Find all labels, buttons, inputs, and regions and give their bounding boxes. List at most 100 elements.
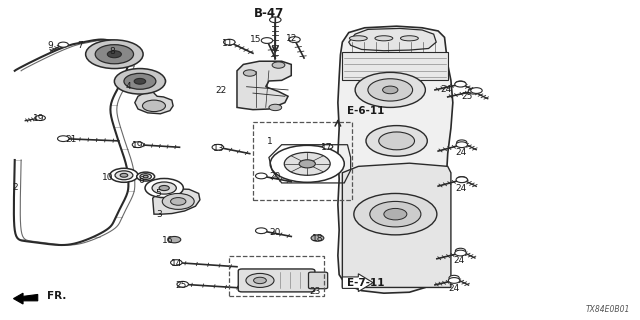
Text: 8: 8 [109,47,115,56]
Circle shape [115,68,166,94]
Circle shape [299,160,316,168]
Text: 20: 20 [269,228,281,237]
Circle shape [134,78,146,84]
Circle shape [86,40,143,68]
Circle shape [163,194,194,209]
Text: 7: 7 [77,41,83,50]
Circle shape [384,208,407,220]
Circle shape [143,175,148,178]
Ellipse shape [401,36,419,41]
Circle shape [284,152,330,175]
Text: 24: 24 [449,284,460,292]
Circle shape [58,136,69,141]
Circle shape [457,140,467,145]
Text: 16: 16 [163,236,174,245]
Circle shape [449,277,460,283]
Text: 25: 25 [461,92,472,101]
Circle shape [95,45,134,64]
Circle shape [177,281,188,287]
Circle shape [132,142,144,148]
Text: 2: 2 [12,183,17,192]
Text: 18: 18 [312,234,323,243]
Text: 17: 17 [321,143,332,152]
Text: 15: 15 [250,36,262,44]
Circle shape [145,179,183,197]
Circle shape [115,171,133,180]
Text: 25: 25 [176,281,187,290]
Text: B-47: B-47 [254,7,284,20]
Circle shape [449,275,460,280]
Text: E-6-11: E-6-11 [348,106,385,116]
Circle shape [255,228,267,234]
Text: 11: 11 [221,39,233,48]
Text: 4: 4 [125,82,131,91]
Polygon shape [338,26,453,293]
Circle shape [108,51,122,58]
Polygon shape [342,274,373,292]
FancyBboxPatch shape [238,269,315,292]
Circle shape [110,168,138,182]
Circle shape [289,37,300,43]
Circle shape [243,70,256,76]
Circle shape [455,81,467,87]
Circle shape [253,277,266,284]
Text: 14: 14 [171,259,182,268]
Text: 24: 24 [440,85,451,94]
Circle shape [455,250,467,256]
Circle shape [246,273,274,287]
Circle shape [456,81,466,86]
Text: 21: 21 [65,135,77,144]
Circle shape [124,73,156,89]
Text: 20: 20 [269,172,281,181]
Circle shape [269,17,281,23]
Circle shape [368,79,413,101]
Circle shape [269,104,282,111]
Circle shape [261,38,273,44]
Circle shape [168,236,180,243]
Polygon shape [153,189,200,214]
FancyBboxPatch shape [308,272,328,289]
Circle shape [470,88,482,93]
Circle shape [366,125,428,156]
Bar [253,122,352,200]
Text: FR.: FR. [47,292,66,301]
Text: 13: 13 [213,144,225,153]
Bar [229,256,324,296]
Circle shape [456,177,467,183]
Circle shape [323,144,333,149]
Polygon shape [342,163,451,287]
Circle shape [354,194,437,235]
Circle shape [212,144,223,150]
Circle shape [355,72,426,108]
Text: 24: 24 [455,148,466,156]
Text: 9: 9 [47,41,52,50]
Ellipse shape [349,36,367,41]
Circle shape [223,39,235,45]
Circle shape [468,89,478,94]
Text: 3: 3 [156,210,162,219]
Circle shape [272,62,285,68]
Text: 24: 24 [455,184,466,193]
Circle shape [152,182,176,194]
Circle shape [35,116,45,121]
Polygon shape [342,52,448,80]
Circle shape [255,173,267,179]
Text: 6: 6 [138,176,144,185]
Circle shape [58,42,68,47]
Circle shape [370,201,421,227]
Text: TX84E0B01: TX84E0B01 [586,305,630,314]
Text: 24: 24 [454,257,465,266]
Circle shape [140,174,152,180]
Circle shape [143,100,166,112]
Text: 19: 19 [132,141,144,150]
Circle shape [137,172,155,181]
Circle shape [171,260,182,266]
Text: 5: 5 [156,189,161,198]
Text: 19: 19 [33,114,45,123]
Text: 23: 23 [309,287,321,296]
Text: 10: 10 [102,173,113,182]
Circle shape [159,186,170,191]
Circle shape [383,86,398,94]
Circle shape [456,142,467,148]
Text: 1: 1 [268,137,273,146]
